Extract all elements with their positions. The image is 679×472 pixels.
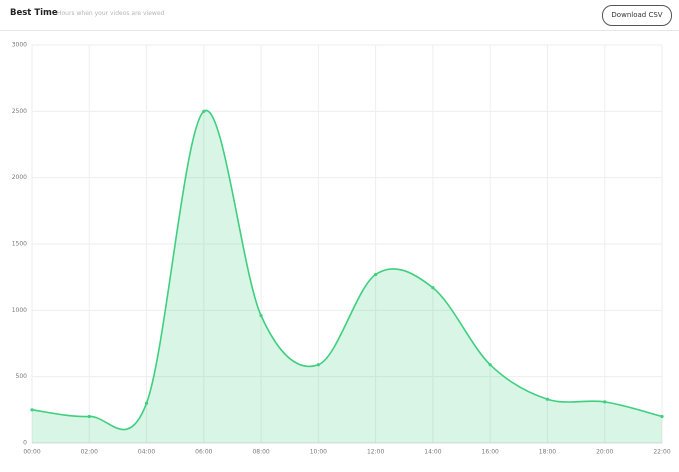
point [660, 414, 664, 419]
x-tick-label: 00:00 [23, 449, 40, 456]
x-tick-label: 12:00 [367, 449, 384, 456]
x-tick-label: 10:00 [310, 449, 327, 456]
chart: 0 500 1000 1500 2000 2500 3000 00:00 02:00 04:00 0… [12, 42, 671, 456]
point [144, 401, 149, 405]
x-tick-label: 04:00 [138, 449, 155, 456]
x-tick-label: 16:00 [482, 449, 499, 456]
x-tick-label: 22:00 [653, 449, 670, 456]
download-button[interactable]: Download CSV [602, 5, 672, 26]
page-title: Best Time [10, 8, 58, 18]
point [488, 363, 492, 367]
point [30, 408, 34, 412]
point [431, 286, 435, 290]
header: Best Time Hours when your videos are vie… [0, 0, 679, 31]
y-tick-label: 1000 [12, 307, 27, 314]
y-tick-label: 3000 [12, 42, 27, 49]
point [545, 397, 550, 401]
area-fill [32, 110, 662, 444]
point [316, 363, 320, 367]
page-subtitle: Hours when your videos are viewed [57, 10, 165, 17]
y-tick-label: 1500 [12, 241, 27, 248]
x-tick-label: 02:00 [81, 449, 98, 456]
y-tick-label: 0 [23, 440, 27, 447]
x-tick-label: 14:00 [424, 449, 441, 456]
x-tick-label: 18:00 [539, 449, 556, 456]
point [87, 414, 91, 419]
x-tick-label: 08:00 [252, 449, 269, 456]
y-tick-label: 2000 [12, 174, 27, 181]
point [259, 314, 263, 318]
y-tick-label: 500 [16, 373, 28, 380]
point [603, 400, 607, 404]
point [374, 272, 378, 277]
x-tick-label: 06:00 [195, 449, 212, 456]
y-tick-label: 2500 [12, 108, 27, 115]
point [202, 109, 206, 113]
x-tick-label: 20:00 [596, 449, 613, 456]
